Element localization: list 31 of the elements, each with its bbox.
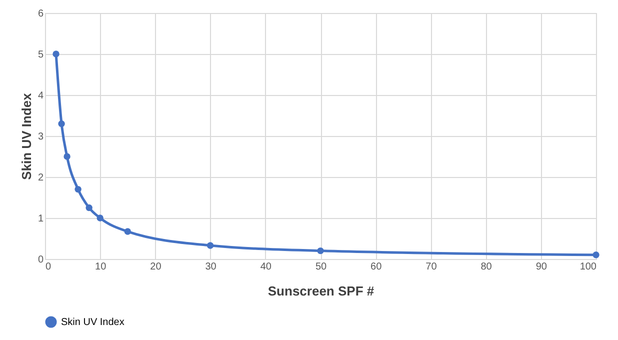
point: [52, 50, 60, 58]
x-tick-label: 40: [260, 262, 272, 272]
point: [64, 153, 70, 160]
x-tick-label: 80: [480, 262, 492, 272]
point: [58, 120, 65, 128]
y-tick-label: 3: [38, 132, 44, 142]
x-tick-label: 50: [315, 262, 327, 272]
legend-label: Skin UV Index: [61, 317, 124, 328]
y-tick-label: 6: [38, 8, 44, 20]
point: [96, 214, 104, 222]
x-tick-label: 30: [205, 262, 217, 272]
y-tick-label: 2: [38, 172, 44, 184]
point: [317, 247, 324, 254]
x-tick-label: 20: [150, 262, 162, 272]
x-tick-label: 0: [46, 262, 52, 272]
x-axis-title: Sunscreen SPF #: [268, 284, 375, 298]
point: [86, 204, 92, 212]
point: [74, 186, 82, 193]
y-tick-label: 4: [38, 90, 44, 102]
x-tick-label: 10: [95, 262, 107, 272]
point: [206, 242, 214, 249]
y-tick-label: 5: [38, 50, 44, 60]
y-tick-label: 0: [38, 254, 44, 266]
point: [592, 252, 600, 258]
y-axis-title: Skin UV Index: [18, 92, 34, 180]
point: [124, 228, 132, 235]
x-tick-label: 90: [536, 262, 548, 272]
x-tick-label: 100: [580, 262, 597, 272]
y-tick-label: 1: [38, 214, 44, 224]
x-tick-label: 60: [370, 262, 382, 272]
x-tick-label: 70: [426, 262, 438, 272]
